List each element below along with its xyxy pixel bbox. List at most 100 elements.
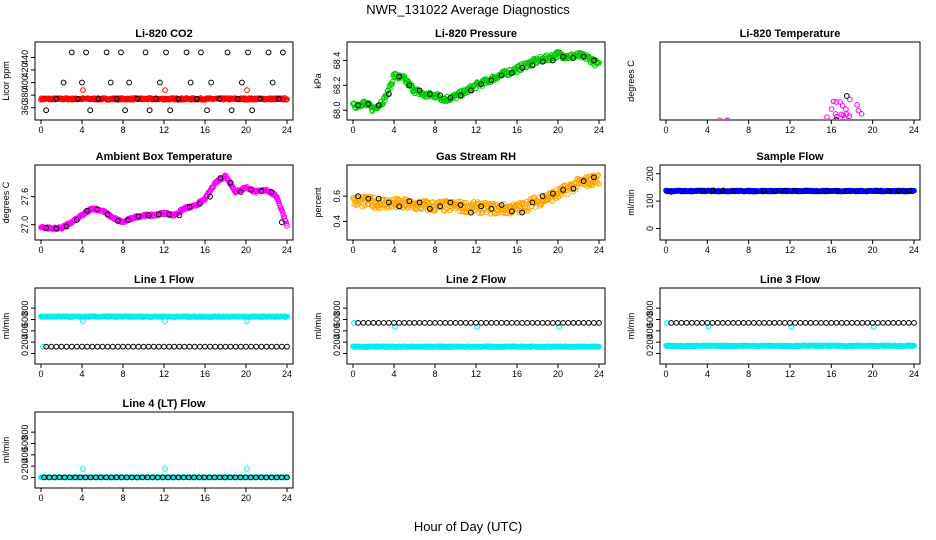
data-point xyxy=(850,160,855,165)
data-point xyxy=(862,154,867,159)
data-points xyxy=(669,93,908,295)
data-point xyxy=(903,290,908,295)
data-point xyxy=(191,343,198,350)
data-point xyxy=(217,175,224,181)
data-point xyxy=(237,189,244,195)
data-point xyxy=(715,167,720,172)
data-point xyxy=(715,176,720,181)
data-point xyxy=(759,194,764,199)
data-point xyxy=(756,319,762,326)
data-point xyxy=(854,319,861,326)
x-tick-label: 16 xyxy=(512,369,522,379)
data-point xyxy=(396,319,403,326)
y-tick-label: 0 xyxy=(645,226,655,231)
data-point xyxy=(772,130,777,135)
data-point xyxy=(278,343,285,350)
data-point xyxy=(269,79,276,86)
x-tick-label: 4 xyxy=(705,369,710,379)
data-point xyxy=(284,343,290,350)
data-point xyxy=(258,343,265,350)
data-point xyxy=(560,319,567,326)
data-point xyxy=(114,218,121,224)
data-point xyxy=(478,203,485,210)
data-point xyxy=(766,319,773,326)
data-point xyxy=(833,319,840,326)
x-tick-label: 4 xyxy=(391,369,396,379)
data-point xyxy=(903,277,908,282)
data-point xyxy=(669,160,674,165)
data-point xyxy=(375,102,382,109)
data-point xyxy=(691,124,696,129)
y-tick-label: 600 xyxy=(645,312,655,327)
data-points xyxy=(38,49,290,114)
data-point xyxy=(104,343,111,350)
data-point xyxy=(437,92,444,99)
data-point xyxy=(80,87,86,94)
data-point xyxy=(457,198,464,205)
data-point xyxy=(694,319,700,326)
data-point xyxy=(887,235,892,240)
data-point xyxy=(570,319,577,326)
data-point xyxy=(419,206,425,212)
panel-title: Line 3 Flow xyxy=(760,274,820,286)
data-point xyxy=(895,256,900,261)
data-point xyxy=(878,202,883,207)
data-point xyxy=(380,319,387,326)
data-point xyxy=(234,96,241,102)
data-point xyxy=(735,174,740,179)
data-point xyxy=(859,145,864,150)
data-point xyxy=(224,49,231,56)
data-point xyxy=(529,319,536,326)
plot-frame xyxy=(346,287,606,365)
y-axis-label: ml/min xyxy=(626,189,636,216)
x-tick-label: 20 xyxy=(868,125,878,135)
y-tick-label: 27.0 xyxy=(20,216,30,234)
data-point xyxy=(140,343,147,350)
data-point xyxy=(166,211,173,218)
data-point xyxy=(222,343,229,350)
data-point xyxy=(232,343,239,350)
data-point xyxy=(742,171,747,176)
data-point xyxy=(478,81,485,88)
y-tick-label: 68.2 xyxy=(332,77,342,95)
data-point xyxy=(691,169,696,174)
data-point xyxy=(865,150,870,155)
x-tick-label: 12 xyxy=(785,245,795,255)
data-point xyxy=(683,319,690,326)
x-tick-label: 0 xyxy=(38,369,43,379)
y-tick-label: 800 xyxy=(20,425,30,440)
data-point xyxy=(720,171,725,176)
data-point xyxy=(570,185,577,192)
data-point xyxy=(126,79,133,86)
data-point xyxy=(167,107,174,114)
x-tick-label: 20 xyxy=(553,125,563,135)
data-point xyxy=(864,188,871,194)
data-point xyxy=(771,319,778,326)
data-points xyxy=(350,319,602,350)
data-point xyxy=(443,206,450,213)
x-tick-label: 8 xyxy=(120,125,125,135)
data-point xyxy=(596,319,602,326)
data-point xyxy=(896,225,901,230)
data-point xyxy=(355,193,362,200)
data-point xyxy=(709,187,716,194)
data-point xyxy=(851,148,856,153)
y-tick-label: 400 xyxy=(332,323,342,338)
data-point xyxy=(713,147,718,152)
data-point xyxy=(802,188,809,194)
data-point xyxy=(829,154,834,159)
data-point xyxy=(375,319,382,326)
data-point xyxy=(717,156,722,161)
plot-frame xyxy=(659,164,921,241)
data-points xyxy=(350,172,602,217)
data-point xyxy=(228,107,235,114)
x-tick-label: 0 xyxy=(38,245,43,255)
x-tick-label: 24 xyxy=(282,493,292,503)
data-point xyxy=(678,188,685,195)
data-point xyxy=(162,87,168,94)
x-tick-label: 0 xyxy=(663,125,668,135)
data-point xyxy=(365,101,372,107)
data-point xyxy=(207,193,214,200)
data-point xyxy=(699,146,704,151)
